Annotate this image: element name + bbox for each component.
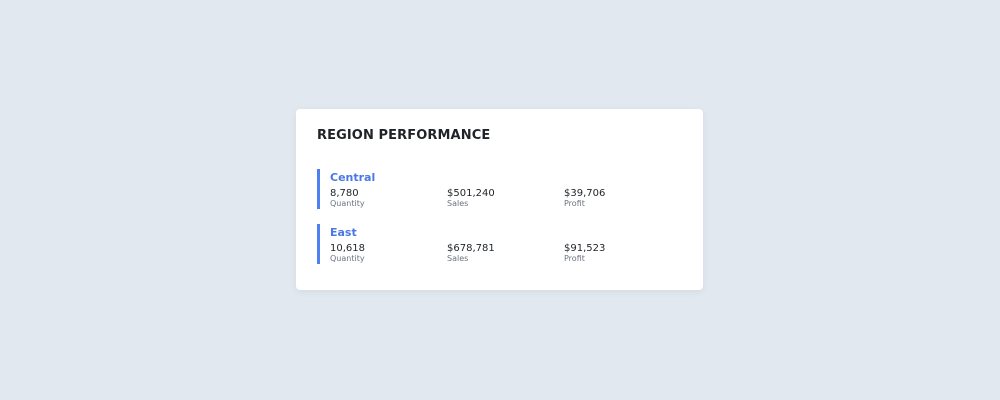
profit-metric: $39,706 Profit bbox=[564, 188, 605, 208]
metric-value: $91,523 bbox=[564, 243, 606, 254]
metric-value: $678,781 bbox=[447, 243, 495, 254]
metric-value: 10,618 bbox=[330, 243, 365, 254]
region-name: Central bbox=[330, 171, 376, 184]
metric-label: Quantity bbox=[330, 254, 365, 263]
quantity-metric: 8,780 Quantity bbox=[330, 188, 365, 208]
metric-label: Quantity bbox=[330, 199, 365, 208]
region-item-central: Central 8,780 Quantity $501,240 Sales $3… bbox=[317, 169, 687, 209]
sales-metric: $501,240 Sales bbox=[447, 188, 495, 208]
sales-metric: $678,781 Sales bbox=[447, 243, 495, 263]
region-performance-card: REGION PERFORMANCE Central 8,780 Quantit… bbox=[296, 109, 703, 290]
region-name: East bbox=[330, 226, 357, 239]
metric-label: Sales bbox=[447, 199, 469, 208]
profit-metric: $91,523 Profit bbox=[564, 243, 605, 263]
metric-label: Profit bbox=[564, 254, 585, 263]
metric-label: Profit bbox=[564, 199, 585, 208]
metric-label: Sales bbox=[447, 254, 469, 263]
metric-value: $39,706 bbox=[564, 188, 606, 199]
region-item-east: East 10,618 Quantity $678,781 Sales $91,… bbox=[317, 224, 687, 264]
metric-value: $501,240 bbox=[447, 188, 495, 199]
card-title: REGION PERFORMANCE bbox=[317, 128, 491, 143]
metric-value: 8,780 bbox=[330, 188, 359, 199]
quantity-metric: 10,618 Quantity bbox=[330, 243, 365, 263]
